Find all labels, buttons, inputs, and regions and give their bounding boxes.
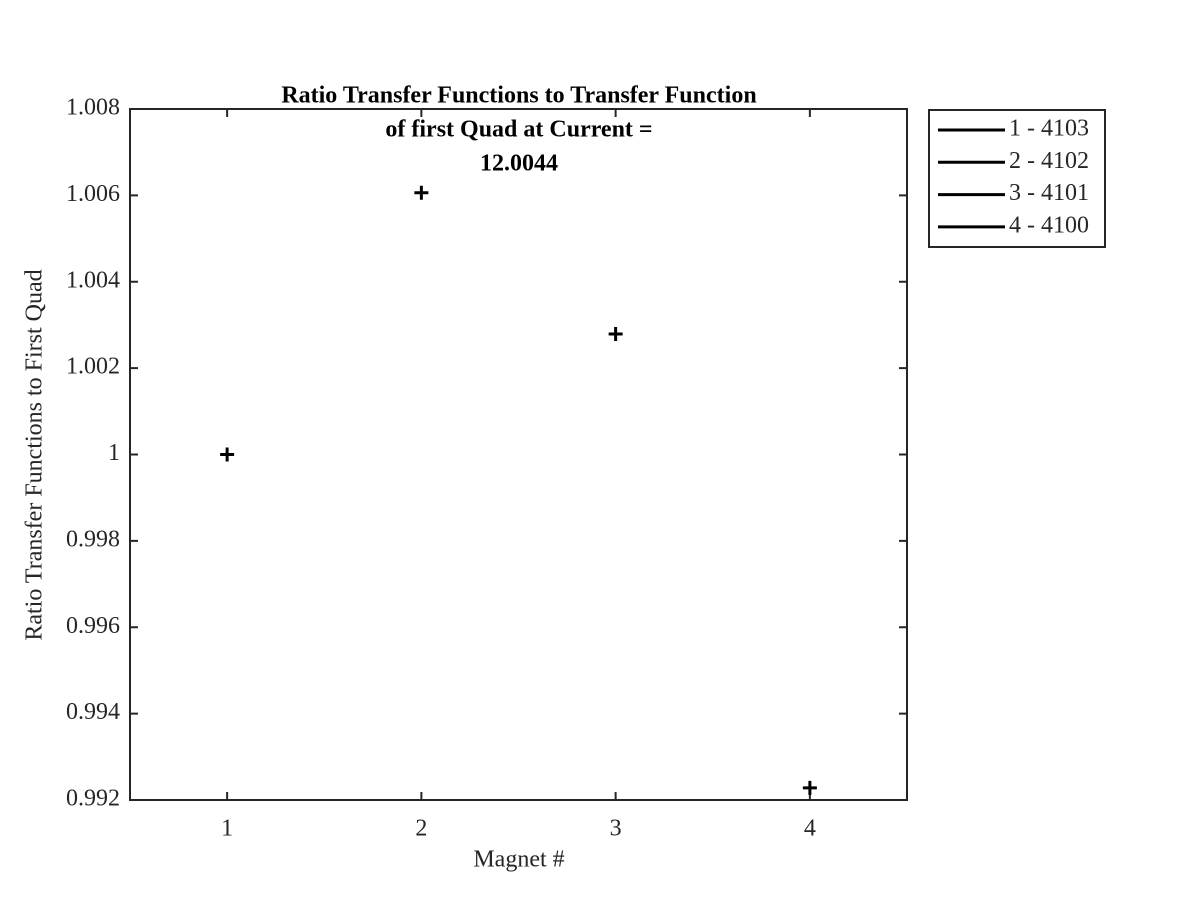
- y-tick-label: 1.008: [66, 95, 120, 121]
- x-tick-label: 4: [804, 816, 816, 842]
- legend-label: 2 - 4102: [1009, 148, 1089, 174]
- x-tick-label: 2: [415, 816, 427, 842]
- y-tick-label: 0.992: [66, 786, 120, 812]
- x-tick-label: 1: [221, 816, 233, 842]
- chart-title: 12.0044: [480, 151, 558, 177]
- data-point: [802, 780, 817, 795]
- x-axis-label: Magnet #: [473, 847, 564, 873]
- y-tick-label: 0.998: [66, 526, 120, 552]
- data-point: [414, 185, 429, 200]
- data-point: [608, 327, 623, 342]
- y-tick-label: 1: [108, 440, 120, 466]
- y-tick-label: 1.004: [66, 267, 120, 293]
- y-tick-label: 1.002: [66, 354, 120, 380]
- x-tick-label: 3: [610, 816, 622, 842]
- y-axis-label: Ratio Transfer Functions to First Quad: [22, 269, 48, 640]
- legend-label: 4 - 4100: [1009, 212, 1089, 238]
- y-tick-label: 0.996: [66, 613, 120, 639]
- legend-label: 3 - 4101: [1009, 180, 1089, 206]
- chart-title: Ratio Transfer Functions to Transfer Fun…: [281, 83, 756, 109]
- legend-label: 1 - 4103: [1009, 116, 1089, 142]
- legend-box: [928, 109, 1106, 248]
- data-point: [220, 447, 235, 462]
- y-tick-label: 0.994: [66, 699, 120, 725]
- plot-frame: [129, 108, 908, 801]
- chart-title: of first Quad at Current =: [385, 117, 652, 143]
- y-tick-label: 1.006: [66, 181, 120, 207]
